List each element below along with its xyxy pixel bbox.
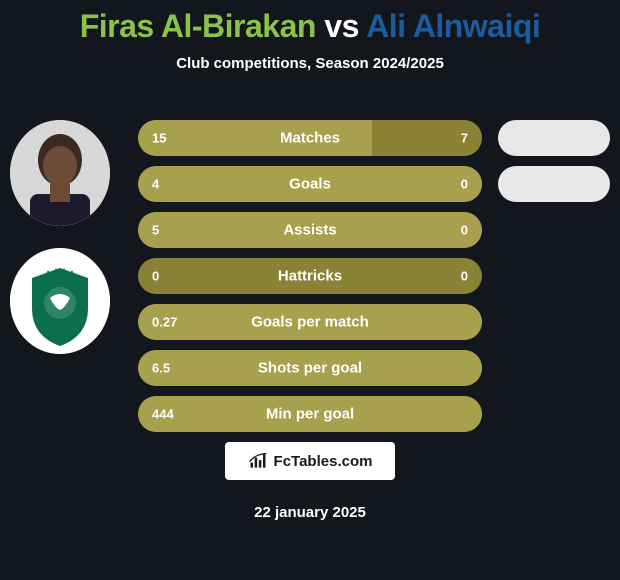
player2-club-badge (10, 248, 110, 354)
date-label: 22 january 2025 (0, 504, 620, 521)
player1-name: Firas Al-Birakan (80, 8, 316, 44)
bar-row: 40Goals (138, 166, 482, 202)
page-title: Firas Al-Birakan vs Ali Alnwaiqi (0, 0, 620, 45)
player2-name: Ali Alnwaiqi (366, 8, 540, 44)
bar-label: Goals per match (138, 314, 482, 331)
bar-row: 444Min per goal (138, 396, 482, 432)
comparison-bars: 157Matches 40Goals 50Assists 00Hattricks 0.2… (138, 120, 482, 432)
bar-row: 157Matches (138, 120, 482, 156)
subtitle: Club competitions, Season 2024/2025 (0, 55, 620, 72)
bar-row: 00Hattricks (138, 258, 482, 294)
brand-logo: FcTables.com (225, 442, 395, 480)
brand-text: FcTables.com (274, 453, 373, 470)
pill-player2 (498, 166, 610, 202)
bar-label: Matches (138, 130, 482, 147)
person-photo-icon (10, 120, 110, 226)
bar-label: Assists (138, 222, 482, 239)
vs-label: vs (324, 8, 359, 44)
bar-label: Min per goal (138, 406, 482, 423)
bar-row: 50Assists (138, 212, 482, 248)
result-pills (498, 120, 610, 202)
chart-icon (248, 451, 268, 471)
pill-player1 (498, 120, 610, 156)
bar-label: Goals (138, 176, 482, 193)
bar-label: Hattricks (138, 268, 482, 285)
bar-row: 6.5Shots per goal (138, 350, 482, 386)
avatar-column (10, 120, 110, 354)
bar-label: Shots per goal (138, 360, 482, 377)
bar-row: 0.27Goals per match (138, 304, 482, 340)
shield-icon (10, 248, 110, 354)
player1-avatar (10, 120, 110, 226)
